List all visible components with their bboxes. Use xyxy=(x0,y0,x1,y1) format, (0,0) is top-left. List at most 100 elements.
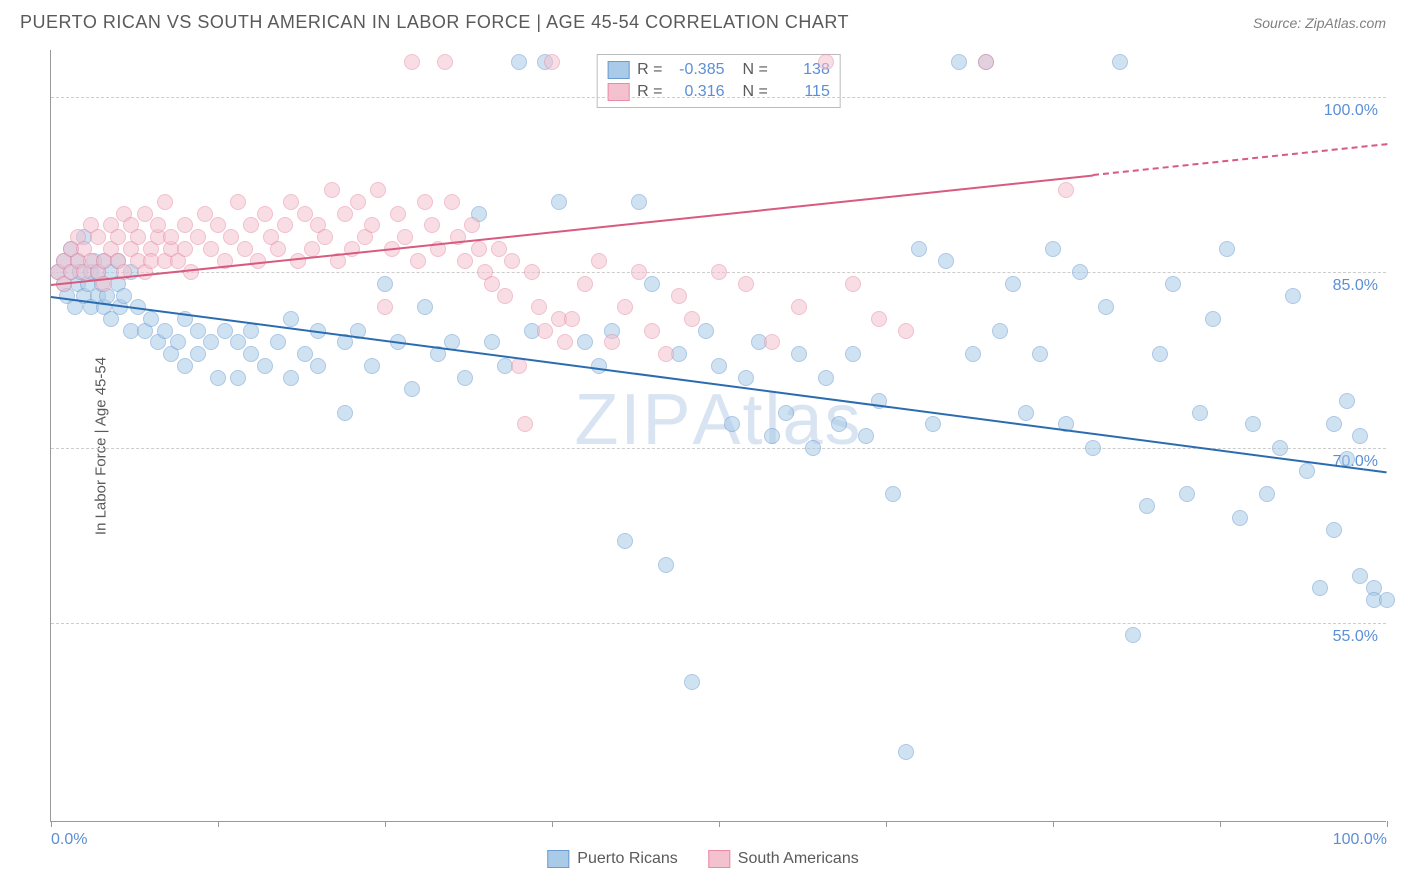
data-point xyxy=(1352,428,1368,444)
x-tick xyxy=(218,821,219,827)
data-point xyxy=(845,346,861,362)
data-point xyxy=(711,264,727,280)
data-point xyxy=(370,182,386,198)
data-point xyxy=(283,370,299,386)
data-point xyxy=(177,241,193,257)
x-tick xyxy=(552,821,553,827)
source-attribution: Source: ZipAtlas.com xyxy=(1253,15,1386,31)
data-point xyxy=(304,241,320,257)
data-point xyxy=(1125,627,1141,643)
data-point xyxy=(177,217,193,233)
data-point xyxy=(337,206,353,222)
data-point xyxy=(157,323,173,339)
data-point xyxy=(203,241,219,257)
data-point xyxy=(1179,486,1195,502)
x-tick-label: 0.0% xyxy=(51,831,87,849)
data-point xyxy=(130,229,146,245)
data-point xyxy=(684,674,700,690)
data-point xyxy=(531,299,547,315)
x-tick xyxy=(886,821,887,827)
data-point xyxy=(230,194,246,210)
data-point xyxy=(1272,440,1288,456)
data-point xyxy=(1005,276,1021,292)
data-point xyxy=(457,253,473,269)
data-point xyxy=(163,229,179,245)
data-point xyxy=(404,54,420,70)
data-point xyxy=(617,533,633,549)
data-point xyxy=(591,253,607,269)
data-point xyxy=(471,241,487,257)
data-point xyxy=(845,276,861,292)
data-point xyxy=(1326,416,1342,432)
y-tick-label: 85.0% xyxy=(1333,277,1378,295)
data-point xyxy=(210,217,226,233)
data-point xyxy=(738,370,754,386)
data-point xyxy=(631,264,647,280)
data-point xyxy=(183,264,199,280)
data-point xyxy=(1032,346,1048,362)
data-point xyxy=(965,346,981,362)
data-point xyxy=(437,54,453,70)
legend-r-label: R = xyxy=(637,83,662,101)
data-point xyxy=(143,311,159,327)
data-point xyxy=(410,253,426,269)
data-point xyxy=(190,346,206,362)
data-point xyxy=(157,194,173,210)
chart-plot-area: ZIPAtlas R =-0.385N =138R =0.316N =115 5… xyxy=(50,50,1386,822)
data-point xyxy=(517,416,533,432)
legend-n-label: N = xyxy=(743,83,768,101)
data-point xyxy=(831,416,847,432)
legend-swatch xyxy=(708,850,730,868)
data-point xyxy=(658,557,674,573)
data-point xyxy=(150,217,166,233)
data-point xyxy=(230,334,246,350)
data-point xyxy=(457,370,473,386)
data-point xyxy=(297,346,313,362)
data-point xyxy=(1112,54,1128,70)
data-point xyxy=(1205,311,1221,327)
data-point xyxy=(577,334,593,350)
data-point xyxy=(1219,241,1235,257)
data-point xyxy=(137,206,153,222)
data-point xyxy=(1312,580,1328,596)
data-point xyxy=(711,358,727,374)
data-point xyxy=(277,217,293,233)
data-point xyxy=(551,194,567,210)
data-point xyxy=(210,370,226,386)
legend-n-label: N = xyxy=(743,61,768,79)
legend-row: R =0.316N =115 xyxy=(607,81,830,103)
data-point xyxy=(557,334,573,350)
data-point xyxy=(604,334,620,350)
data-point xyxy=(223,229,239,245)
data-point xyxy=(1232,510,1248,526)
legend-r-value: 0.316 xyxy=(671,83,725,101)
data-point xyxy=(484,334,500,350)
data-point xyxy=(644,323,660,339)
y-tick-label: 100.0% xyxy=(1324,102,1378,120)
data-point xyxy=(951,54,967,70)
legend-item: Puerto Ricans xyxy=(547,850,678,868)
data-point xyxy=(911,241,927,257)
data-point xyxy=(417,299,433,315)
data-point xyxy=(177,358,193,374)
data-point xyxy=(257,358,273,374)
data-point xyxy=(203,334,219,350)
data-point xyxy=(938,253,954,269)
data-point xyxy=(671,288,687,304)
data-point xyxy=(170,334,186,350)
data-point xyxy=(491,241,507,257)
data-point xyxy=(511,54,527,70)
gridline xyxy=(51,97,1386,98)
data-point xyxy=(1139,498,1155,514)
legend-label: Puerto Ricans xyxy=(577,850,678,868)
data-point xyxy=(858,428,874,444)
data-point xyxy=(544,54,560,70)
data-point xyxy=(871,311,887,327)
trendline xyxy=(1093,144,1387,177)
data-point xyxy=(898,744,914,760)
data-point xyxy=(404,381,420,397)
data-point xyxy=(564,311,580,327)
data-point xyxy=(364,358,380,374)
data-point xyxy=(1352,568,1368,584)
data-point xyxy=(504,253,520,269)
